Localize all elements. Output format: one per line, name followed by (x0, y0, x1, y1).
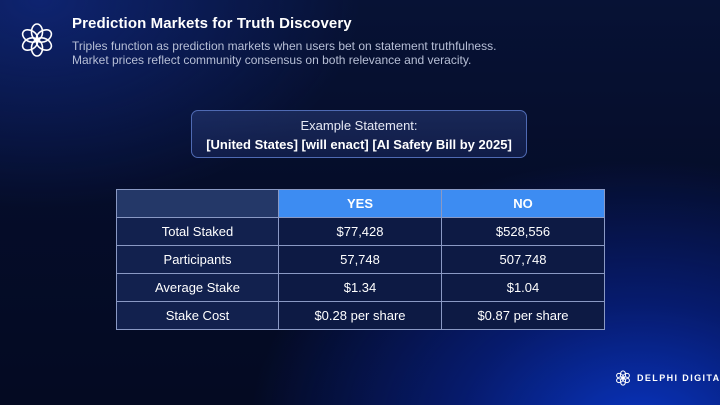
brand-footer: DELPHI DIGITAL (615, 370, 720, 386)
yes-cell: $1.34 (278, 273, 442, 302)
subtitle-line-2: Market prices reflect community consensu… (72, 53, 472, 67)
no-cell: 507,748 (441, 245, 605, 274)
no-cell: $1.04 (441, 273, 605, 302)
page-title: Prediction Markets for Truth Discovery (72, 15, 352, 32)
no-cell: $0.87 per share (441, 301, 605, 330)
table-row: Stake Cost $0.28 per share $0.87 per sha… (116, 301, 605, 330)
statement-text: [United States] [will enact] [AI Safety … (206, 137, 512, 152)
flower-logo-icon (21, 23, 53, 57)
yes-cell: $0.28 per share (278, 301, 442, 330)
table-corner-cell (116, 189, 279, 218)
market-table: YES NO Total Staked $77,428 $528,556 Par… (116, 189, 605, 330)
column-header-yes: YES (278, 189, 442, 218)
yes-cell: 57,748 (278, 245, 442, 274)
example-statement-box: Example Statement: [United States] [will… (191, 110, 527, 158)
delphi-logo-icon (616, 370, 630, 386)
table-header-row: YES NO (116, 189, 605, 218)
column-header-no: NO (441, 189, 605, 218)
row-label: Participants (116, 245, 279, 274)
table-row: Average Stake $1.34 $1.04 (116, 273, 605, 302)
yes-cell: $77,428 (278, 217, 442, 246)
no-cell: $528,556 (441, 217, 605, 246)
row-label: Total Staked (116, 217, 279, 246)
row-label: Stake Cost (116, 301, 279, 330)
statement-label: Example Statement: (300, 118, 418, 133)
subtitle-line-1: Triples function as prediction markets w… (72, 39, 497, 53)
table-row: Participants 57,748 507,748 (116, 245, 605, 274)
row-label: Average Stake (116, 273, 279, 302)
brand-name: DELPHI DIGITAL (637, 373, 720, 383)
table-row: Total Staked $77,428 $528,556 (116, 217, 605, 246)
page-subtitle: Triples function as prediction markets w… (72, 39, 496, 67)
